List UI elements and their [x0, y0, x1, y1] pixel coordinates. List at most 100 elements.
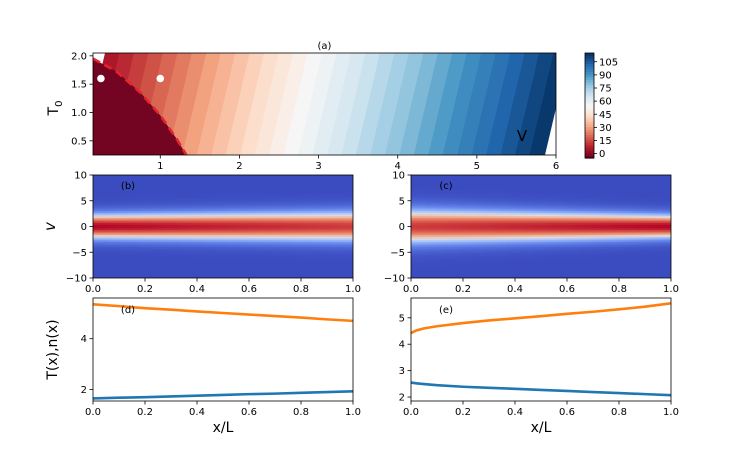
heatmap-cell [143, 207, 149, 210]
heatmap-cell [173, 219, 179, 222]
heatmap-cell [293, 221, 299, 224]
heatmap-cell [208, 260, 214, 264]
heatmap-cell [466, 221, 472, 224]
heatmap-cell [426, 252, 432, 255]
heatmap-cell [268, 175, 274, 178]
heatmap-cell [173, 245, 179, 248]
heatmap-cell [148, 255, 154, 258]
heatmap-cell [238, 229, 244, 233]
heatmap-cell [461, 262, 467, 265]
heatmap-cell [138, 195, 144, 198]
heatmap-cell [501, 276, 507, 278]
heatmap-cell [511, 243, 517, 246]
heatmap-cell [506, 217, 512, 221]
colorbar-segment [585, 76, 594, 80]
heatmap-cell [233, 255, 239, 258]
heatmap-cell [108, 259, 114, 262]
heatmap-cell [188, 276, 194, 278]
heatmap-cell [451, 257, 457, 260]
heatmap-cell [526, 223, 532, 226]
heatmap-cell [318, 236, 324, 240]
heatmap-cell [451, 205, 457, 209]
heatmap-cell [258, 257, 264, 260]
heatmap-cell [183, 228, 189, 231]
heatmap-cell [273, 223, 279, 226]
heatmap-cell [103, 219, 109, 222]
heatmap-cell [103, 272, 109, 276]
heatmap-cell [313, 188, 319, 192]
heatmap-cell [501, 245, 507, 248]
heatmap-cell [268, 200, 274, 204]
heatmap-cell [411, 274, 417, 277]
heatmap-cell [193, 271, 199, 274]
heatmap-cell [526, 207, 532, 210]
heatmap-cell [258, 185, 264, 188]
heatmap-cell [233, 187, 239, 190]
heatmap-cell [208, 257, 214, 260]
heatmap-cell [163, 245, 169, 248]
heatmap-cell [298, 175, 304, 178]
heatmap-cell [248, 265, 254, 269]
heatmap-cell [188, 209, 194, 212]
heatmap-cell [163, 200, 169, 204]
heatmap-cell [466, 260, 472, 264]
heatmap-cell [516, 207, 522, 210]
heatmap-cell [416, 192, 422, 195]
heatmap-cell [98, 214, 104, 217]
heatmap-cell [108, 226, 114, 229]
heatmap-cell [496, 267, 502, 271]
heatmap-cell [178, 199, 184, 202]
heatmap-cell [416, 187, 422, 190]
heatmap-cell [521, 247, 527, 250]
heatmap-cell [496, 243, 502, 246]
heatmap-cell [253, 260, 259, 264]
heatmap-cell [133, 274, 139, 277]
heatmap-cell [486, 185, 492, 188]
heatmap-cell [148, 250, 154, 253]
heatmap-cell [446, 240, 452, 243]
heatmap-cell [283, 197, 289, 200]
heatmap-cell [113, 269, 119, 272]
heatmap-cell [193, 205, 199, 209]
heatmap-cell [143, 274, 149, 277]
heatmap-cell [526, 212, 532, 216]
heatmap-cell [343, 205, 349, 209]
heatmap-cell [323, 257, 329, 260]
heatmap-cell [546, 204, 552, 207]
heatmap-cell [428, 53, 468, 155]
heatmap-cell [163, 195, 169, 198]
heatmap-cell [288, 276, 294, 278]
heatmap-cell [546, 226, 552, 229]
heatmap-cell [103, 243, 109, 246]
heatmap-cell [123, 223, 129, 226]
heatmap-cell [188, 233, 194, 236]
heatmap-cell [143, 197, 149, 200]
heatmap-cell [128, 202, 134, 205]
heatmap-cell [248, 207, 254, 210]
heatmap-cell [203, 255, 209, 258]
heatmap-cell [421, 175, 427, 178]
heatmap-cell [233, 207, 239, 210]
heatmap-cell [288, 180, 294, 183]
heatmap-cell [153, 192, 159, 195]
heatmap-cell [436, 178, 442, 181]
heatmap-cell [283, 253, 289, 257]
heatmap-cell [173, 274, 179, 277]
heatmap-cell [431, 193, 437, 197]
heatmap-cell [496, 247, 502, 250]
heatmap-cell [318, 265, 324, 269]
heatmap-cell [421, 190, 427, 193]
heatmap-cell [123, 181, 129, 185]
heatmap-cell [436, 264, 442, 267]
heatmap-cell [123, 248, 129, 252]
heatmap-cell [501, 253, 507, 257]
heatmap-cell [411, 199, 417, 202]
heatmap-cell [496, 260, 502, 264]
heatmap-cell [416, 214, 422, 217]
heatmap-cell [283, 247, 289, 250]
heatmap-cell [551, 241, 557, 245]
heatmap-cell [208, 200, 214, 204]
heatmap-cell [441, 228, 447, 231]
x-tick-label-b: 0.8 [293, 284, 309, 295]
colorbar-segment [585, 74, 594, 78]
